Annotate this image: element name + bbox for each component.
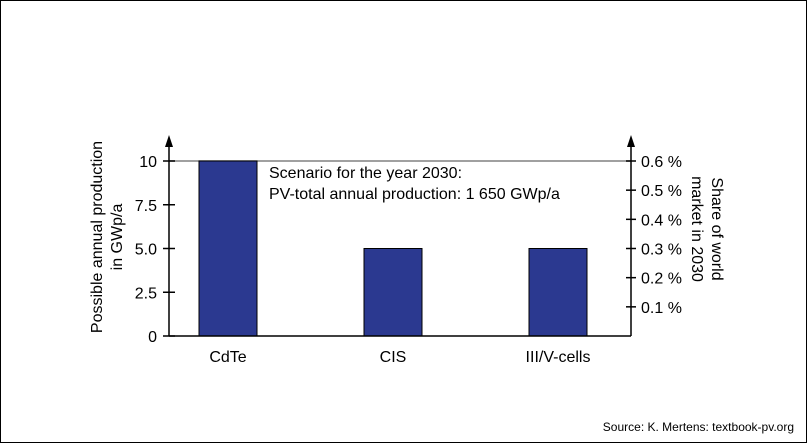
bar-1 (363, 248, 423, 337)
y2-tick-label: 0.4 % (641, 212, 682, 229)
annotation-line-2: PV-total annual production: 1 650 GWp/a (269, 186, 560, 203)
y2-tick-label: 0.1 % (641, 300, 682, 317)
y2-axis-label-line-1: Share of world (708, 177, 725, 280)
y-tick-label: 7.5 (135, 198, 157, 215)
x-tick-label: III/V-cells (526, 349, 591, 366)
y-tick-label: 0 (148, 329, 157, 346)
y2-axis-label: Share of world market in 2030 (688, 176, 725, 282)
y2-axis-arrow (627, 135, 635, 147)
x-tick-label: CIS (380, 349, 407, 366)
y-axis-label-line-1: Possible annual production (89, 141, 106, 333)
y-tick-label: 2.5 (135, 285, 157, 302)
y2-tick-label: 0.2 % (641, 271, 682, 288)
annotation-line-1: Scenario for the year 2030: (269, 165, 462, 182)
bar-2 (528, 248, 588, 337)
scenario-annotation: Scenario for the year 2030: PV-total ann… (269, 165, 560, 203)
y2-tick-label: 0.3 % (641, 242, 682, 259)
y-axis-label-line-2: in GWp/a (109, 204, 126, 271)
x-tick-label: CdTe (209, 349, 246, 366)
y2-tick-label: 0.5 % (641, 183, 682, 200)
y-axis-arrow (165, 135, 173, 147)
y2-axis-label-line-2: market in 2030 (688, 176, 705, 282)
source-note: Source: K. Mertens: textbook-pv.org (602, 420, 794, 434)
y2-tick-label: 0.6 % (641, 154, 682, 171)
y-tick-label: 5.0 (135, 242, 157, 259)
y-tick-label: 10 (139, 154, 157, 171)
y-axis-label: Possible annual production in GWp/a (89, 141, 126, 333)
bar-0 (198, 160, 258, 337)
